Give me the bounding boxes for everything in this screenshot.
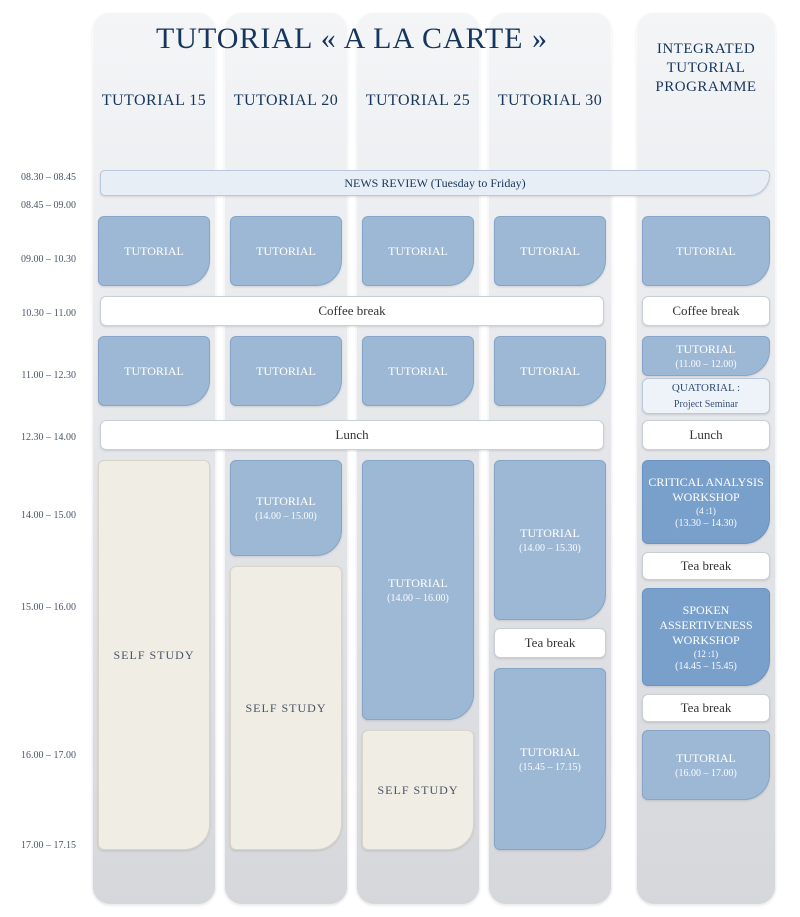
block-label: QUATORIAL :: [672, 381, 740, 395]
block-tutorial: TUTORIAL: [98, 216, 210, 286]
block-sublabel: (15.45 – 17.15): [519, 762, 581, 773]
column-header-t25: TUTORIAL 25: [356, 92, 480, 110]
block-break: Tea break: [642, 552, 770, 580]
block-label: TUTORIAL: [520, 526, 580, 541]
block-label: TUTORIAL: [676, 751, 736, 766]
block-label: TUTORIAL: [676, 342, 736, 357]
block-label: NEWS REVIEW (Tuesday to Friday): [344, 176, 525, 191]
block-tutorial: TUTORIAL (16.00 – 17.00): [642, 730, 770, 800]
block-quat: QUATORIAL : Project Seminar: [642, 378, 770, 414]
block-label: SELF STUDY: [245, 701, 326, 716]
block-break: Tea break: [494, 628, 606, 658]
block-tutorial: TUTORIAL (11.00 – 12.00): [642, 336, 770, 376]
block-label: TUTORIAL: [256, 244, 316, 259]
block-self: SELF STUDY: [230, 566, 342, 850]
block-label: Lunch: [689, 427, 722, 443]
block-tutorial: TUTORIAL: [494, 216, 606, 286]
block-break: Lunch: [642, 420, 770, 450]
time-label: 09.00 – 10.30: [0, 254, 82, 265]
block-sublabel: (16.00 – 17.00): [675, 768, 737, 779]
block-label: CRITICAL ANALYSIS WORKSHOP: [643, 475, 769, 505]
time-label: 12.30 – 14.00: [0, 432, 82, 443]
block-tutorial: TUTORIAL: [230, 336, 342, 406]
block-sublabel: (14.45 – 15.45): [675, 661, 737, 672]
block-ratio: (4 :1): [696, 506, 716, 516]
block-news: NEWS REVIEW (Tuesday to Friday): [100, 170, 770, 196]
time-label: 08.45 – 09.00: [0, 200, 82, 211]
block-label: Tea break: [525, 635, 576, 651]
block-label: Tea break: [681, 700, 732, 716]
block-break: Coffee break: [100, 296, 604, 326]
block-tutorial: TUTORIAL: [98, 336, 210, 406]
block-tutorial: TUTORIAL (15.45 – 17.15): [494, 668, 606, 850]
block-label: TUTORIAL: [520, 364, 580, 379]
column-header-t20: TUTORIAL 20: [224, 92, 348, 110]
block-tutorial-d: CRITICAL ANALYSIS WORKSHOP(4 :1) (13.30 –…: [642, 460, 770, 544]
block-tutorial: TUTORIAL: [642, 216, 770, 286]
block-sublabel: (13.30 – 14.30): [675, 518, 737, 529]
block-sublabel: (14.00 – 15.30): [519, 543, 581, 554]
column-header-t30: TUTORIAL 30: [488, 92, 612, 110]
block-label: TUTORIAL: [124, 244, 184, 259]
block-break: Coffee break: [642, 296, 770, 326]
block-label: Lunch: [335, 427, 368, 443]
main-title: TUTORIAL « A LA CARTE »: [92, 22, 612, 56]
time-label: 10.30 – 11.00: [0, 308, 82, 319]
block-tutorial: TUTORIAL (14.00 – 15.30): [494, 460, 606, 620]
block-label: TUTORIAL: [256, 494, 316, 509]
block-break: Tea break: [642, 694, 770, 722]
block-tutorial-d: SPOKEN ASSERTIVENESS WORKSHOP(12 :1) (14.…: [642, 588, 770, 686]
block-label: Coffee break: [318, 303, 385, 319]
block-label: TUTORIAL: [520, 745, 580, 760]
time-label: 15.00 – 16.00: [0, 602, 82, 613]
block-label: TUTORIAL: [256, 364, 316, 379]
block-label: TUTORIAL: [520, 244, 580, 259]
block-break: Lunch: [100, 420, 604, 450]
block-sublabel: Project Seminar: [674, 398, 738, 411]
block-ratio: (12 :1): [694, 649, 718, 659]
block-label: Coffee break: [672, 303, 739, 319]
block-self: SELF STUDY: [362, 730, 474, 850]
block-sublabel: (11.00 – 12.00): [675, 359, 736, 370]
block-self: SELF STUDY: [98, 460, 210, 850]
block-tutorial: TUTORIAL: [362, 216, 474, 286]
time-label: 16.00 – 17.00: [0, 750, 82, 761]
block-label: TUTORIAL: [676, 244, 736, 259]
time-label: 11.00 – 12.30: [0, 370, 82, 381]
block-tutorial: TUTORIAL: [362, 336, 474, 406]
block-label: SPOKEN ASSERTIVENESS WORKSHOP: [643, 603, 769, 648]
column-header-itp: INTEGRATED TUTORIAL PROGRAMME: [636, 40, 776, 96]
timetable-chart: TUTORIAL « A LA CARTE » TUTORIAL 15 TUTORI…: [0, 0, 800, 917]
block-label: SELF STUDY: [377, 783, 458, 798]
block-tutorial: TUTORIAL (14.00 – 16.00): [362, 460, 474, 720]
time-label: 17.00 – 17.15: [0, 840, 82, 851]
time-label: 14.00 – 15.00: [0, 510, 82, 521]
block-label: TUTORIAL: [388, 576, 448, 591]
time-label: 08.30 – 08.45: [0, 172, 82, 183]
block-tutorial: TUTORIAL: [494, 336, 606, 406]
block-label: SELF STUDY: [113, 648, 194, 663]
block-sublabel: (14.00 – 15.00): [255, 511, 317, 522]
block-tutorial: TUTORIAL: [230, 216, 342, 286]
block-label: TUTORIAL: [388, 244, 448, 259]
column-header-t15: TUTORIAL 15: [92, 92, 216, 110]
block-sublabel: (14.00 – 16.00): [387, 593, 449, 604]
block-label: TUTORIAL: [388, 364, 448, 379]
block-tutorial: TUTORIAL (14.00 – 15.00): [230, 460, 342, 556]
block-label: Tea break: [681, 558, 732, 574]
block-label: TUTORIAL: [124, 364, 184, 379]
